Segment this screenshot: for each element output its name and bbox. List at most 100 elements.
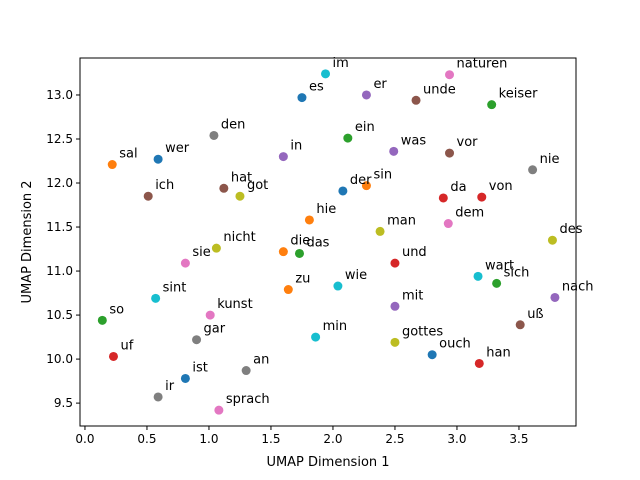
point-label: keiser [499,87,538,102]
scatter-point [390,258,400,268]
point-label: der [350,173,372,188]
scatter-point [278,152,288,162]
point-label: vor [457,135,479,150]
x-tick-label: 3.0 [447,432,466,446]
scatter-point [411,95,421,105]
scatter-point [153,154,163,164]
point-label: han [486,345,510,360]
point-label: sie [192,245,210,260]
scatter-point [209,130,219,140]
y-tick-label: 13.0 [46,88,73,102]
point-label: ir [165,379,175,394]
scatter-point [108,351,118,361]
y-axis-label: UMAP Dimension 2 [20,180,35,303]
scatter-point [343,133,353,143]
point-label: kunst [217,297,252,312]
point-label: nie [540,152,560,167]
y-tick-label: 11.0 [46,264,73,278]
point-label: hat [231,170,252,185]
point-label: es [309,80,324,95]
scatter-point [427,350,437,360]
scatter-point [311,332,321,342]
point-label: an [253,353,269,368]
scatter-point [151,293,161,303]
point-labels-layer: im naturen es er unde keiser den ein was vor sal we… [109,56,593,407]
scatter-point [474,358,484,368]
x-tick-label: 2.0 [323,432,342,446]
point-label: sal [119,147,137,162]
scatter-point [443,219,453,229]
x-tick-label: 0.5 [137,432,156,446]
ticks-layer: 0.0 0.5 1.0 1.5 2.0 2.5 3.0 3.5 9.5 10.0 10.5 11.0 1… [46,88,528,446]
scatter-point [180,258,190,268]
scatter-point [241,366,251,376]
point-label: gar [204,322,226,337]
point-label: uf [120,338,133,353]
point-label: das [306,235,329,250]
point-label: ist [192,360,207,375]
point-label: so [109,302,124,317]
point-label: man [387,213,416,228]
point-label: im [333,56,349,71]
scatter-point [445,70,455,80]
scatter-point [477,192,487,202]
scatter-point [180,373,190,383]
x-tick-label: 2.5 [385,432,404,446]
scatter-point [492,278,502,288]
plot-area-frame [79,57,577,427]
point-label: sprach [226,392,270,407]
scatter-point [143,191,153,201]
point-label: da [450,180,466,195]
point-label: nach [562,279,594,294]
point-label: hie [316,202,336,217]
scatter-point [294,248,304,258]
point-label: wart [485,258,514,273]
x-tick-label: 3.5 [509,432,528,446]
point-label: die [290,234,310,249]
point-label: mit [402,288,423,303]
y-tick-label: 9.5 [54,396,73,410]
point-label: unde [423,82,456,97]
scatter-point [361,90,371,100]
point-label: naturen [457,57,508,72]
scatter-point [361,181,371,191]
point-label: gottes [402,324,443,339]
point-label: in [290,139,302,154]
point-label: sich [504,265,530,280]
scatter-point [515,320,525,330]
point-label: sint [163,280,187,295]
y-tick-label: 10.0 [46,352,73,366]
scatter-point [205,310,215,320]
point-label: des [559,222,582,237]
scatter-point [192,335,202,345]
scatter-point [528,165,538,175]
point-label: got [247,178,268,193]
scatter-point [390,301,400,311]
point-label: den [221,117,246,132]
scatter-point [547,235,557,245]
scatter-point [283,285,293,295]
point-label: ouch [439,337,471,352]
x-tick-label: 1.5 [261,432,280,446]
scatter-point [219,183,229,193]
x-tick-label: 1.0 [199,432,218,446]
point-label: ich [155,178,174,193]
scatter-point [487,100,497,110]
point-label: nicht [223,230,255,245]
point-label: von [489,179,513,194]
scatter-point [297,93,307,103]
y-tick-label: 11.5 [46,220,73,234]
scatter-point [321,69,331,79]
point-label: dem [455,206,484,221]
scatter-point [445,148,455,158]
point-label: er [373,77,387,92]
scatter-point [438,193,448,203]
point-label: uß [527,307,543,322]
point-label: wie [345,268,367,283]
scatter-point [338,186,348,196]
scatter-point [278,247,288,257]
scatter-point [473,271,483,281]
y-tick-label: 10.5 [46,308,73,322]
scatter-point [235,191,245,201]
